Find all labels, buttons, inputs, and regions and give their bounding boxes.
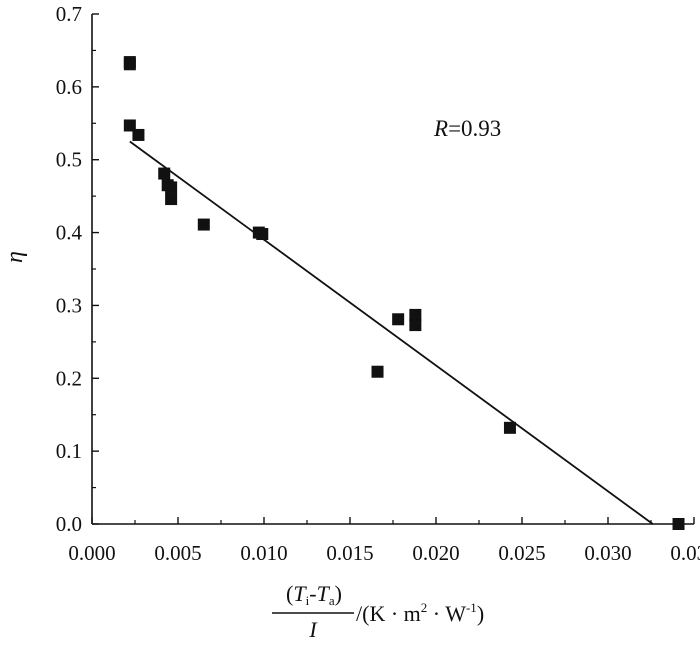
correlation-annotation: R=0.93 [433, 116, 501, 141]
data-point [392, 313, 405, 326]
x-tick-label: 0.030 [584, 541, 631, 565]
y-tick-label: 0.0 [56, 512, 82, 536]
plot-area [123, 56, 685, 530]
y-axis: 0.0 0.1 0.2 0.3 0.4 0.5 0.6 0.7 [56, 2, 99, 536]
x-tick-label: 0.005 [154, 541, 201, 565]
y-tick-label: 0.4 [56, 221, 83, 245]
data-point [165, 193, 178, 206]
data-point [256, 228, 269, 241]
x-label-numerator: (Ti-Ta) [286, 581, 342, 608]
data-point [123, 119, 136, 132]
x-tick-label: 0.010 [240, 541, 287, 565]
annotation-value: =0.93 [448, 116, 501, 141]
y-tick-label: 0.6 [56, 75, 82, 99]
y-tick-label: 0.2 [56, 366, 82, 390]
data-point [158, 167, 171, 180]
data-point [165, 181, 178, 194]
x-tick-label: 0.020 [412, 541, 459, 565]
data-point [409, 308, 422, 321]
x-label-denominator: I [308, 617, 318, 642]
x-tick-label: 0.035 [670, 541, 700, 565]
y-tick-label: 0.3 [56, 293, 82, 317]
x-axis: 0.000 0.005 0.010 0.015 0.020 0.025 0.030 0.035 [68, 517, 700, 565]
x-tick-label: 0.015 [326, 541, 373, 565]
data-point [409, 319, 422, 332]
x-label-unit: /(K · m2 · W-1) [356, 600, 484, 626]
y-tick-label: 0.5 [56, 148, 82, 172]
x-tick-label: 0.025 [498, 541, 545, 565]
y-tick-label: 0.1 [56, 439, 82, 463]
data-point [371, 365, 384, 378]
annotation-variable: R [433, 116, 448, 141]
data-point [503, 421, 516, 434]
x-axis-label: (Ti-Ta) I /(K · m2 · W-1) [272, 581, 484, 642]
data-point [132, 128, 145, 141]
regression-line [129, 140, 654, 525]
y-tick-label: 0.7 [56, 2, 82, 26]
data-point [197, 218, 210, 231]
data-point [123, 58, 136, 71]
x-tick-label: 0.000 [68, 541, 115, 565]
y-axis-label: η [2, 251, 28, 263]
